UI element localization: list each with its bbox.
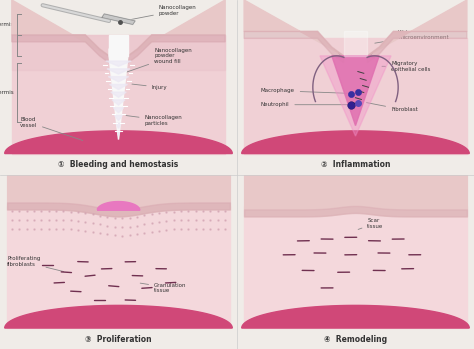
Text: Nanocollagen
particles: Nanocollagen particles bbox=[126, 115, 182, 126]
Polygon shape bbox=[237, 174, 474, 349]
Polygon shape bbox=[12, 35, 225, 154]
Polygon shape bbox=[12, 35, 109, 63]
Polygon shape bbox=[109, 49, 128, 140]
Polygon shape bbox=[109, 84, 128, 90]
Polygon shape bbox=[5, 131, 232, 154]
Polygon shape bbox=[7, 206, 230, 328]
Polygon shape bbox=[332, 56, 379, 126]
Polygon shape bbox=[0, 0, 237, 174]
Polygon shape bbox=[107, 69, 130, 74]
Text: Injury: Injury bbox=[132, 84, 167, 90]
Polygon shape bbox=[109, 35, 128, 56]
Text: Nanocollagen
powder
wound fill: Nanocollagen powder wound fill bbox=[126, 47, 192, 72]
Polygon shape bbox=[244, 31, 344, 63]
Polygon shape bbox=[242, 305, 469, 328]
Text: Neutrophil: Neutrophil bbox=[261, 102, 347, 107]
Polygon shape bbox=[102, 14, 135, 24]
Text: Blood
vessel: Blood vessel bbox=[20, 117, 82, 140]
Text: Macrophage: Macrophage bbox=[261, 88, 347, 93]
Text: Migratory
epithelial cells: Migratory epithelial cells bbox=[382, 61, 430, 72]
Polygon shape bbox=[0, 174, 237, 349]
Polygon shape bbox=[112, 100, 125, 105]
Polygon shape bbox=[111, 92, 126, 97]
Text: Granulation
tissue: Granulation tissue bbox=[140, 283, 187, 293]
Polygon shape bbox=[128, 35, 225, 63]
Polygon shape bbox=[108, 76, 129, 82]
Polygon shape bbox=[113, 107, 124, 113]
Polygon shape bbox=[367, 31, 467, 63]
Polygon shape bbox=[344, 31, 367, 56]
Polygon shape bbox=[106, 61, 131, 66]
Polygon shape bbox=[97, 202, 140, 210]
Polygon shape bbox=[244, 206, 467, 328]
Polygon shape bbox=[115, 116, 122, 121]
Text: Proliferating
fibroblasts: Proliferating fibroblasts bbox=[7, 257, 64, 272]
Polygon shape bbox=[242, 131, 469, 154]
Text: Wet
microenvironment: Wet microenvironment bbox=[375, 30, 449, 43]
Text: Epidermis: Epidermis bbox=[0, 22, 14, 27]
Text: Nanocollagen
powder: Nanocollagen powder bbox=[124, 5, 197, 21]
Polygon shape bbox=[367, 0, 467, 56]
Text: Fibroblast: Fibroblast bbox=[366, 103, 418, 112]
Text: ④  Remodeling: ④ Remodeling bbox=[324, 335, 387, 344]
Text: ③  Proliferation: ③ Proliferation bbox=[85, 335, 152, 344]
Polygon shape bbox=[12, 35, 225, 70]
Polygon shape bbox=[117, 131, 120, 136]
Polygon shape bbox=[128, 0, 225, 56]
Polygon shape bbox=[237, 0, 474, 174]
Text: Scar
tissue: Scar tissue bbox=[358, 218, 383, 229]
Polygon shape bbox=[244, 0, 344, 56]
Polygon shape bbox=[5, 305, 232, 328]
Polygon shape bbox=[116, 123, 121, 128]
Polygon shape bbox=[244, 38, 467, 154]
Text: Dermis: Dermis bbox=[0, 90, 14, 95]
Polygon shape bbox=[12, 0, 109, 56]
Text: ②  Inflammation: ② Inflammation bbox=[321, 160, 390, 169]
Polygon shape bbox=[320, 56, 391, 136]
Text: ①  Bleeding and hemostasis: ① Bleeding and hemostasis bbox=[58, 160, 179, 169]
